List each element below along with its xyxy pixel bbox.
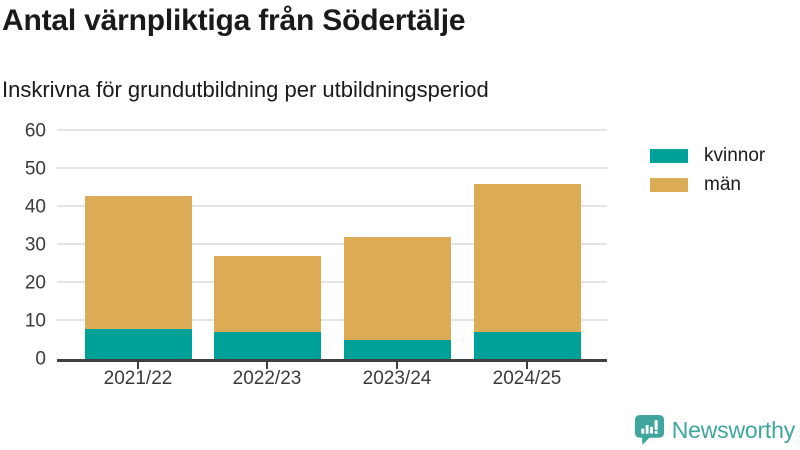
gridline-10 xyxy=(57,319,607,322)
x-tick-label-2022/23: 2022/23 xyxy=(232,368,302,389)
legend-label-man: män xyxy=(704,174,741,195)
legend-label-kvinnor: kvinnor xyxy=(704,145,766,166)
y-tick-label-30: 30 xyxy=(24,234,46,256)
plot-area xyxy=(57,129,607,362)
bar-segment-män-2021/22 xyxy=(84,195,192,329)
newsworthy-logo-text: Newsworthy xyxy=(671,416,795,443)
x-tick-2023/24 xyxy=(396,362,398,369)
legend: kvinnor män xyxy=(650,145,766,206)
bar-segment-kvinnor-2024/25 xyxy=(473,332,581,359)
x-tick-label-2021/22: 2021/22 xyxy=(103,368,173,389)
gridline-30 xyxy=(57,243,607,245)
legend-swatch-kvinnor xyxy=(650,148,688,163)
bar-segment-kvinnor-2023/24 xyxy=(343,340,451,359)
y-tick-label-20: 20 xyxy=(24,272,46,294)
legend-item-man: män xyxy=(650,174,765,195)
y-tick-label-10: 10 xyxy=(24,310,46,332)
y-tick-label-0: 0 xyxy=(35,348,46,370)
y-axis: 0 10 20 30 40 50 60 xyxy=(0,122,46,369)
legend-swatch-man xyxy=(650,177,688,192)
chart-title: Antal värnpliktiga från Södertälje xyxy=(2,4,466,37)
bar-segment-män-2023/24 xyxy=(343,237,451,341)
bar-segment-män-2024/25 xyxy=(473,184,581,333)
legend-item-kvinnor: kvinnor xyxy=(650,145,766,166)
x-tick-label-2023/24: 2023/24 xyxy=(362,368,432,389)
y-tick-label-50: 50 xyxy=(24,158,46,180)
newsworthy-logo-icon xyxy=(634,414,664,446)
x-tick-2024/25 xyxy=(526,362,528,369)
y-tick-label-60: 60 xyxy=(24,120,46,142)
bar-segment-män-2022/23 xyxy=(213,256,321,333)
bar-segment-kvinnor-2021/22 xyxy=(84,328,192,359)
gridline-40 xyxy=(57,205,607,208)
gridline-60 xyxy=(57,129,607,131)
x-tick-label-2024/25: 2024/25 xyxy=(492,368,562,389)
newsworthy-logo: Newsworthy xyxy=(634,414,795,446)
gridline-50 xyxy=(57,167,607,169)
x-tick-2021/22 xyxy=(137,362,139,369)
x-tick-2022/23 xyxy=(266,362,268,369)
bar-segment-kvinnor-2022/23 xyxy=(213,332,321,359)
chart-subtitle: Inskrivna för grundutbildning per utbild… xyxy=(2,77,489,102)
gridline-20 xyxy=(57,281,607,284)
y-tick-label-40: 40 xyxy=(24,196,46,218)
